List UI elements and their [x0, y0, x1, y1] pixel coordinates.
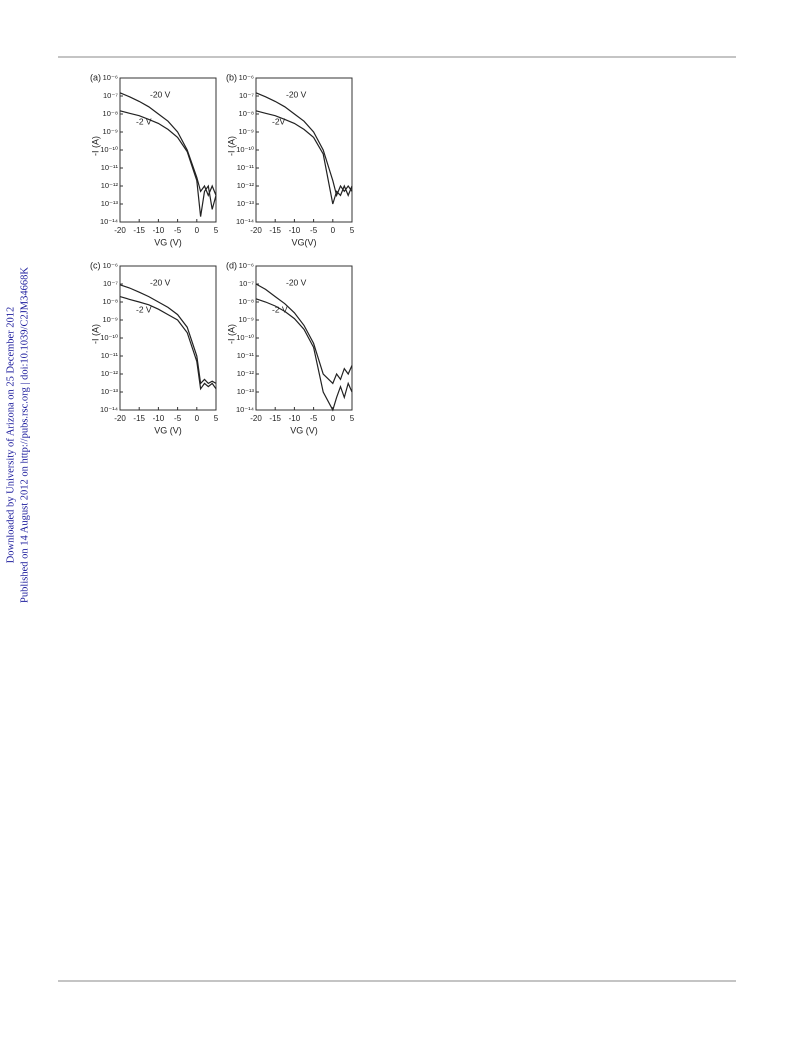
sidebar-published: Published on 14 August 2012 on http://pu…	[19, 267, 30, 603]
y-axis-label: -I (A)	[90, 136, 100, 156]
y-tick-label: 10⁻¹³	[237, 199, 255, 208]
y-tick-label: 10⁻⁸	[103, 297, 118, 306]
data-line	[255, 283, 353, 385]
panel-label: (a)	[90, 72, 101, 82]
y-tick-label: 10⁻⁷	[239, 91, 254, 100]
plot-frame	[255, 265, 353, 411]
x-tick-label: -10	[289, 226, 301, 235]
x-axis-label: VG(V)	[291, 237, 316, 247]
x-axis-label: VG (V)	[290, 425, 318, 435]
y-tick-label: 10⁻¹²	[237, 181, 255, 190]
data-line	[255, 298, 353, 412]
curve-annotation: -20 V	[150, 277, 171, 287]
data-line	[255, 110, 353, 205]
y-axis-label: -I (A)	[90, 324, 100, 344]
x-tick-label: -15	[269, 414, 281, 423]
y-tick-label: 10⁻⁹	[238, 315, 254, 324]
y-tick-label: 10⁻⁷	[103, 279, 118, 288]
data-line	[255, 92, 353, 198]
y-tick-label: 10⁻⁹	[238, 127, 254, 136]
x-tick-label: -5	[174, 226, 182, 235]
x-tick-label: -20	[114, 226, 126, 235]
x-tick-label: -15	[133, 414, 145, 423]
y-tick-label: 10⁻¹²	[101, 181, 119, 190]
y-tick-label: 10⁻¹¹	[237, 351, 255, 360]
y-tick-label: 10⁻⁶	[239, 73, 254, 82]
curve-annotation: -20 V	[150, 89, 171, 99]
x-tick-label: 0	[331, 414, 336, 423]
x-axis-label: VG (V)	[154, 425, 182, 435]
y-tick-label: 10⁻⁶	[239, 261, 254, 270]
y-tick-label: 10⁻¹²	[237, 369, 255, 378]
x-tick-label: -5	[174, 414, 182, 423]
y-tick-label: 10⁻⁸	[239, 109, 254, 118]
x-tick-label: -10	[289, 414, 301, 423]
y-tick-label: 10⁻¹¹	[101, 351, 119, 360]
sidebar-download: Downloaded by University of Arizona on 2…	[5, 307, 16, 564]
x-tick-label: -20	[250, 414, 262, 423]
y-tick-label: 10⁻¹³	[101, 199, 119, 208]
data-line	[119, 92, 217, 197]
panel-label: (d)	[226, 260, 237, 270]
y-tick-label: 10⁻¹⁰	[236, 145, 254, 154]
y-tick-label: 10⁻⁸	[103, 109, 118, 118]
x-tick-label: 5	[214, 226, 219, 235]
y-tick-label: 10⁻⁹	[102, 315, 118, 324]
y-tick-label: 10⁻¹³	[237, 387, 255, 396]
x-tick-label: -15	[133, 226, 145, 235]
x-tick-label: -5	[310, 414, 318, 423]
y-tick-label: 10⁻⁹	[102, 127, 118, 136]
y-tick-label: 10⁻¹⁰	[236, 333, 254, 342]
x-tick-label: 5	[350, 414, 355, 423]
data-line	[119, 296, 217, 391]
y-tick-label: 10⁻¹²	[101, 369, 119, 378]
x-tick-label: -20	[114, 414, 126, 423]
y-tick-label: 10⁻¹⁰	[100, 333, 118, 342]
x-tick-label: 5	[350, 226, 355, 235]
x-tick-label: -10	[153, 414, 165, 423]
data-line	[119, 110, 217, 217]
x-tick-label: -10	[153, 226, 165, 235]
curve-annotation: -2 V	[136, 304, 152, 314]
curve-annotation: -2 V	[136, 116, 152, 126]
y-tick-label: 10⁻¹¹	[237, 163, 255, 172]
y-tick-label: 10⁻¹⁴	[236, 217, 254, 226]
y-axis-label: -I (A)	[226, 324, 236, 344]
y-axis-label: -I (A)	[226, 136, 236, 156]
y-tick-label: 10⁻¹⁴	[100, 217, 118, 226]
x-axis-label: VG (V)	[154, 237, 182, 247]
curve-annotation: -2 V	[272, 304, 288, 314]
x-tick-label: 0	[195, 414, 200, 423]
y-tick-label: 10⁻⁶	[103, 261, 118, 270]
x-tick-label: 5	[214, 414, 219, 423]
y-tick-label: 10⁻⁷	[239, 279, 254, 288]
x-tick-label: 0	[195, 226, 200, 235]
y-tick-label: 10⁻¹⁴	[236, 405, 254, 414]
x-tick-label: -5	[310, 226, 318, 235]
y-tick-label: 10⁻¹⁰	[100, 145, 118, 154]
y-tick-label: 10⁻¹¹	[101, 163, 119, 172]
x-tick-label: -15	[269, 226, 281, 235]
x-tick-label: -20	[250, 226, 262, 235]
x-tick-label: 0	[331, 226, 336, 235]
y-tick-label: 10⁻¹⁴	[100, 405, 118, 414]
curve-annotation: -2V	[272, 116, 286, 126]
y-tick-label: 10⁻¹³	[101, 387, 119, 396]
y-tick-label: 10⁻⁶	[103, 73, 118, 82]
curve-annotation: -20 V	[286, 277, 307, 287]
y-tick-label: 10⁻⁸	[239, 297, 254, 306]
curve-annotation: -20 V	[286, 89, 307, 99]
panel-label: (b)	[226, 72, 237, 82]
data-line	[119, 284, 217, 385]
panel-label: (c)	[90, 260, 101, 270]
y-tick-label: 10⁻⁷	[103, 91, 118, 100]
